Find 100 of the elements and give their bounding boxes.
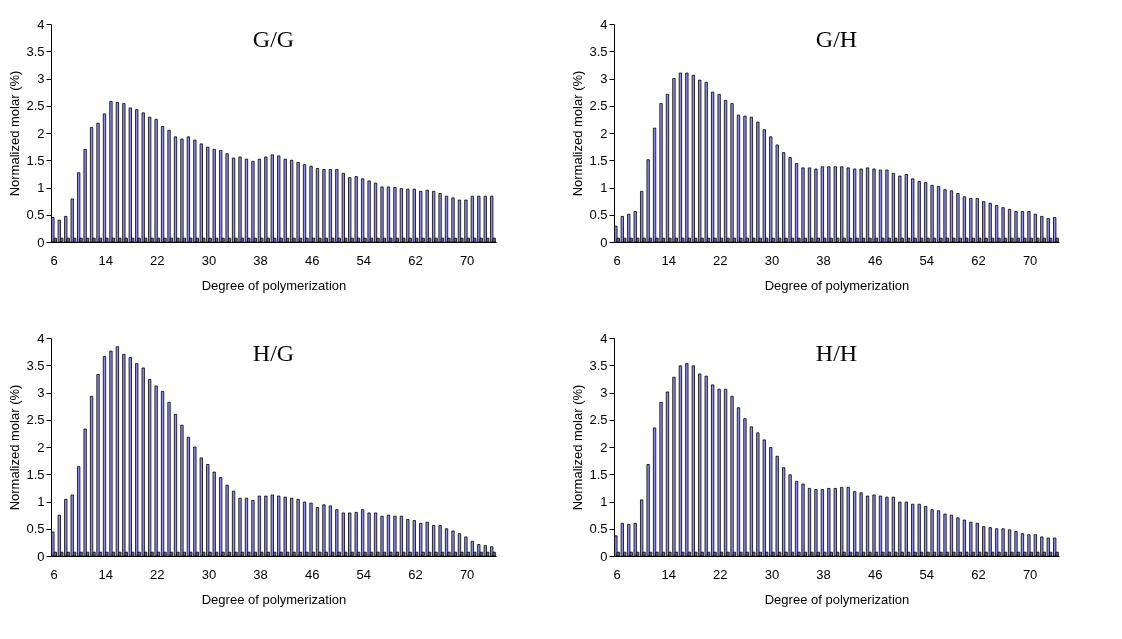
x-tick-label: 14	[98, 566, 113, 582]
bar	[367, 180, 371, 243]
bar	[833, 488, 837, 557]
y-tick-label: 1	[600, 494, 608, 509]
bar	[135, 363, 139, 557]
bar	[1001, 528, 1005, 557]
bar	[620, 522, 624, 557]
bar	[380, 515, 384, 557]
y-tick-label: 1.5	[589, 152, 608, 168]
y-tick-label: 4	[37, 330, 45, 346]
bar	[840, 166, 844, 243]
x-tick-label: 70	[1022, 252, 1038, 268]
bar	[419, 190, 423, 243]
bar	[477, 195, 481, 243]
y-tick-label: 3.5	[26, 43, 45, 59]
bar	[270, 494, 274, 557]
bar	[659, 103, 663, 243]
x-tick-label: 38	[816, 566, 831, 582]
bar	[1053, 537, 1057, 557]
bar	[762, 129, 766, 243]
bar	[167, 401, 171, 557]
bar	[956, 193, 960, 243]
bar	[264, 156, 268, 243]
bar	[1046, 537, 1050, 557]
bar	[341, 172, 345, 243]
x-tick-label: 46	[304, 566, 320, 582]
bar	[490, 195, 494, 243]
y-tick-label: 2.5	[26, 412, 45, 428]
bar	[322, 504, 326, 557]
bar	[283, 158, 287, 243]
bar	[283, 496, 287, 557]
bar	[988, 527, 992, 557]
bar	[743, 418, 747, 557]
bar	[406, 188, 410, 243]
bar	[57, 219, 61, 243]
bar	[911, 178, 915, 243]
bar	[393, 515, 397, 557]
x-tick-label: 38	[253, 566, 268, 582]
bar	[775, 455, 779, 557]
bar	[646, 159, 650, 243]
y-tick-label: 2	[37, 125, 45, 141]
bar	[464, 199, 468, 243]
x-tick-label: 30	[201, 566, 217, 582]
bar	[128, 107, 132, 243]
y-axis-title: Normalized molar (%)	[7, 384, 23, 511]
x-tick-label: 62	[408, 252, 423, 268]
bar	[380, 186, 384, 243]
bar	[199, 457, 203, 557]
bar	[335, 169, 339, 243]
bar	[827, 488, 831, 557]
bar	[64, 498, 68, 557]
bar	[627, 213, 631, 243]
bar	[956, 517, 960, 557]
bar	[206, 464, 210, 557]
bar	[743, 115, 747, 243]
bar	[109, 350, 113, 557]
bar	[193, 139, 197, 243]
bar	[769, 447, 773, 557]
y-tick-label: 0	[600, 548, 608, 564]
bar	[83, 148, 87, 243]
bar	[225, 153, 229, 243]
bar	[775, 144, 779, 243]
bar	[885, 169, 889, 243]
y-tick-label: 3.5	[589, 43, 608, 59]
bar	[122, 353, 126, 557]
bar	[969, 198, 973, 243]
bar	[483, 545, 487, 557]
bar	[872, 494, 876, 557]
y-tick-label: 2	[600, 125, 608, 141]
bar	[672, 78, 676, 243]
bar	[277, 495, 281, 557]
x-tick-label: 54	[919, 566, 935, 582]
bar	[270, 154, 274, 243]
y-tick-label: 1.5	[26, 152, 45, 168]
bar	[225, 484, 229, 557]
x-tick-label: 6	[50, 252, 58, 268]
y-tick-label: 0	[37, 234, 45, 250]
bar	[167, 129, 171, 243]
x-tick-label: 22	[150, 566, 165, 582]
y-tick-label: 3	[600, 385, 608, 400]
bar	[212, 471, 216, 557]
bar	[128, 357, 132, 557]
x-tick-label: 30	[764, 566, 780, 582]
y-tick-label: 1	[600, 180, 608, 195]
bar	[251, 160, 255, 243]
bar	[627, 523, 631, 557]
bar	[438, 193, 442, 243]
x-tick-label: 22	[713, 252, 728, 268]
bar	[1053, 217, 1057, 243]
x-tick-label: 30	[201, 252, 217, 268]
bar	[859, 168, 863, 243]
bar	[309, 502, 313, 557]
bar	[70, 494, 74, 557]
bar	[490, 546, 494, 557]
bar	[698, 373, 702, 557]
bar	[109, 100, 113, 243]
bar	[885, 496, 889, 557]
bar	[975, 522, 979, 557]
bar	[730, 395, 734, 557]
x-tick-label: 22	[150, 252, 165, 268]
